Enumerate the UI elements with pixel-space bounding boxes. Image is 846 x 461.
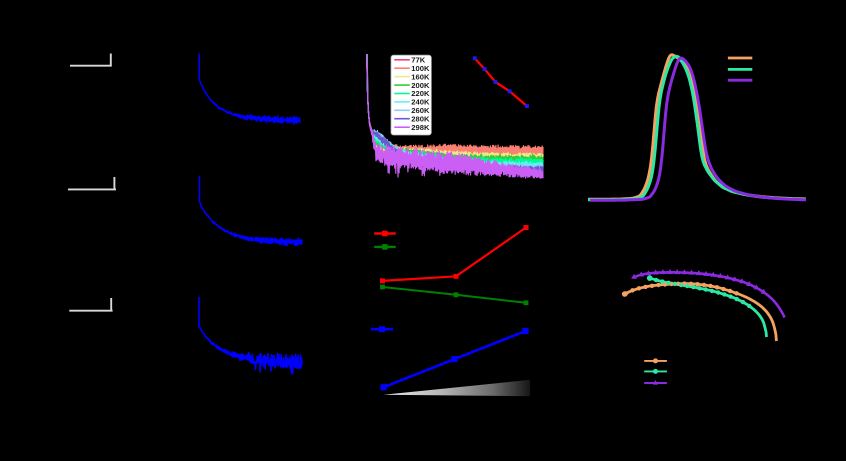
svg-text:260K: 260K (411, 106, 430, 115)
svg-text:160K: 160K (411, 72, 430, 81)
svg-text:100K: 100K (411, 64, 430, 73)
svg-text:200K: 200K (411, 81, 430, 90)
svg-text:240K: 240K (411, 98, 430, 107)
svg-text:220K: 220K (411, 89, 430, 98)
svg-text:77K: 77K (411, 56, 425, 65)
svg-text:280K: 280K (411, 114, 430, 123)
svg-text:298K: 298K (411, 123, 430, 132)
